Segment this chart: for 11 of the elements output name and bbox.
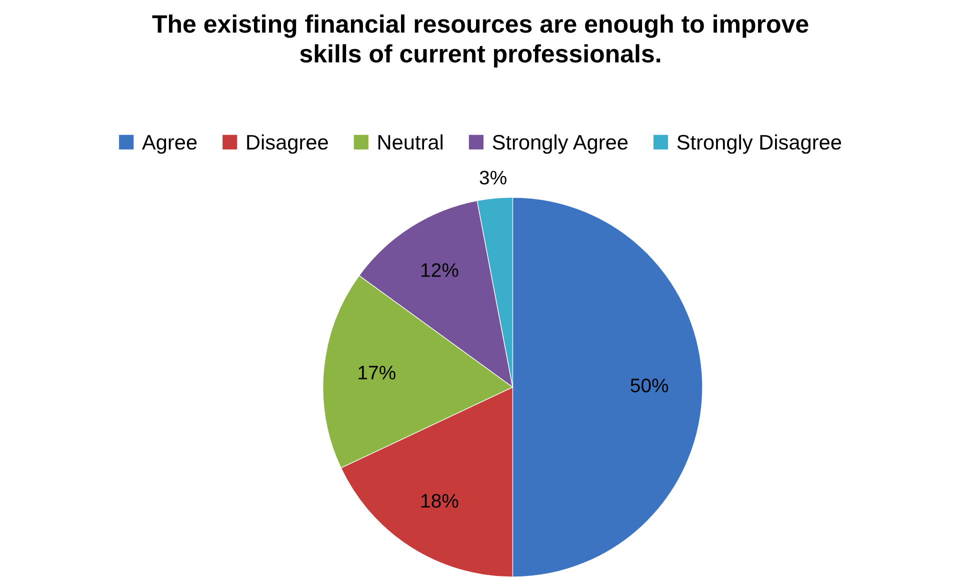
- chart-title: The existing financial resources are enough to improve skills of current professionals.: [152, 14, 808, 68]
- legend-label: Strongly Disagree: [677, 134, 842, 154]
- data-label: 50%: [630, 378, 668, 392]
- data-label: 3%: [480, 170, 506, 185]
- data-label: 12%: [421, 263, 458, 277]
- data-label: 17%: [358, 366, 396, 380]
- legend-label: Neutral: [378, 134, 443, 150]
- legend-label: Agree: [142, 135, 197, 154]
- legend-label: Disagree: [247, 134, 328, 154]
- data-label: 18%: [421, 494, 458, 508]
- legend-label: Strongly Agree: [492, 134, 628, 154]
